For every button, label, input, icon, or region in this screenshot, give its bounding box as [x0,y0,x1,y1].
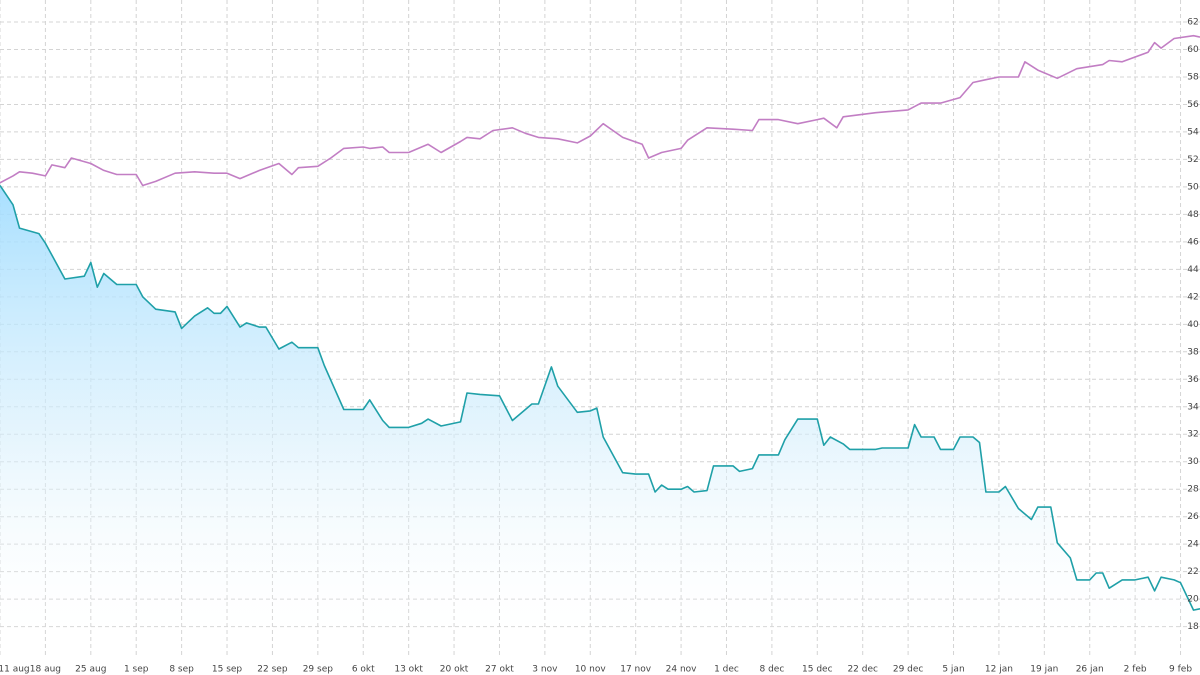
x-tick-label: 8 sep [169,665,194,675]
x-tick-label: 20 okt [440,665,469,675]
y-tick-label: 44 [1187,265,1199,275]
x-tick-label: 26 jan [1076,665,1104,675]
line [0,34,1200,187]
x-tick-label: 22 sep [257,665,288,675]
y-tick-label: 48 [1187,210,1199,220]
x-tick-label: 18 aug [30,665,61,675]
y-tick-label: 32 [1187,430,1198,440]
x-tick-label: 15 dec [802,665,833,675]
y-tick-label: 38 [1187,347,1199,357]
x-tick-label: 9 feb [1169,665,1192,675]
y-tick-label: 60 [1187,45,1199,55]
x-tick-label: 29 sep [303,665,334,675]
y-tick-label: 56 [1187,100,1199,110]
x-tick-label: 10 nov [575,665,607,675]
x-tick-label: 13 okt [394,665,423,675]
x-tick-label: 15 sep [212,665,243,675]
x-tick-label: 1 dec [714,665,739,675]
y-tick-label: 26 [1187,512,1199,522]
x-tick-label: 3 nov [532,665,558,675]
x-tick-label: 24 nov [666,665,698,675]
y-tick-label: 22 [1187,567,1198,577]
x-tick-label: 12 jan [985,665,1013,675]
y-tick-label: 24 [1187,540,1199,550]
y-tick-label: 52 [1187,155,1198,165]
y-tick-label: 50 [1187,182,1199,192]
y-tick-label: 20 [1187,595,1199,605]
y-tick-label: 42 [1187,292,1198,302]
y-tick-label: 34 [1187,402,1199,412]
y-tick-label: 40 [1187,320,1199,330]
x-tick-label: 19 jan [1030,665,1058,675]
x-tick-label: 29 dec [893,665,924,675]
y-tick-label: 28 [1187,485,1199,495]
y-tick-label: 58 [1187,72,1199,82]
y-tick-label: 36 [1187,375,1199,385]
x-tick-label: 5 jan [942,665,964,675]
x-tick-label: 1 sep [124,665,149,675]
x-tick-label: 25 aug [75,665,106,675]
y-tick-label: 62 [1187,17,1198,27]
x-tick-label: 17 nov [620,665,652,675]
x-tick-label: 6 okt [352,665,375,675]
area [0,185,1200,650]
y-tick-label: 30 [1187,457,1199,467]
y-tick-label: 46 [1187,237,1199,247]
x-tick-label: 22 dec [847,665,878,675]
x-tick-label: 2 feb [1124,665,1147,675]
x-tick-label: 27 okt [485,665,514,675]
y-tick-label: 18 [1187,622,1199,632]
y-tick-label: 54 [1187,127,1199,137]
x-tick-label: 11 aug [0,665,30,675]
line [0,185,1200,611]
x-tick-label: 8 dec [759,665,784,675]
